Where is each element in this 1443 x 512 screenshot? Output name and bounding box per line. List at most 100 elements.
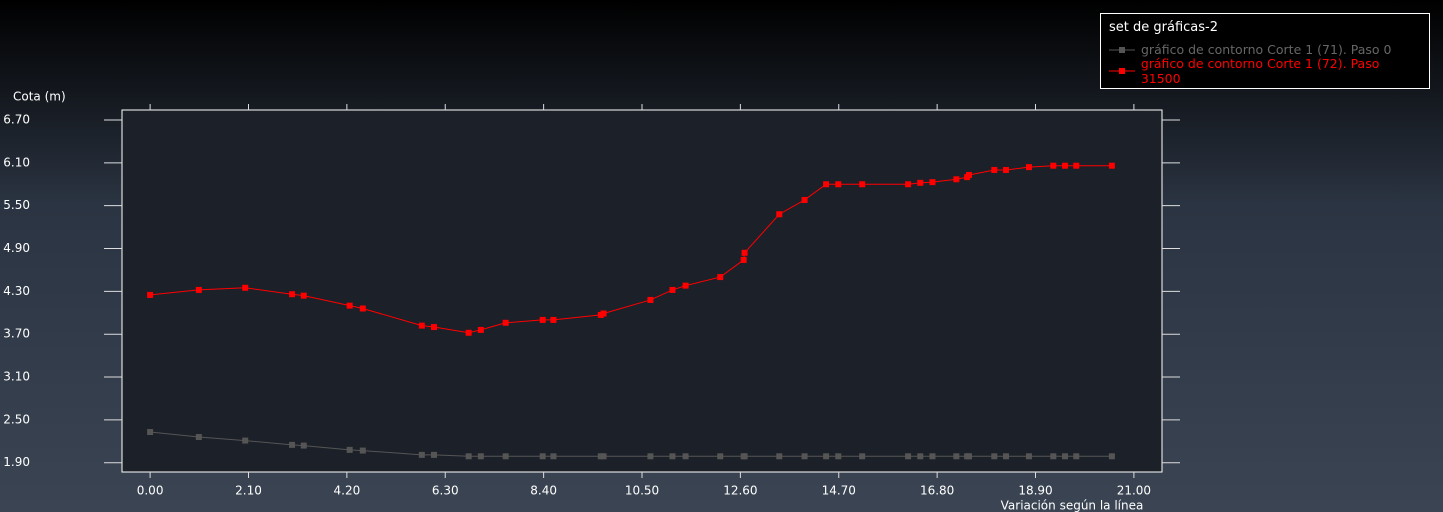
data-point [359,447,366,454]
data-point [1025,164,1032,171]
data-point [539,316,546,323]
data-point [418,451,425,458]
data-point [1073,453,1080,460]
data-point [801,453,808,460]
data-point [801,196,808,203]
data-point [550,453,557,460]
y-tick-label: 6.70 [3,112,30,126]
y-tick-label: 1.90 [3,455,30,469]
data-point [147,291,154,298]
x-tick-label: 6.30 [432,484,459,498]
data-point [1003,453,1009,460]
series-line [150,431,1112,457]
data-point [431,324,437,331]
data-point [776,211,783,218]
data-point [717,274,724,281]
data-point [1050,162,1057,169]
y-tick-label: 6.10 [3,155,30,169]
legend-swatch [1109,67,1135,74]
data-point [195,286,202,293]
data-point [289,441,296,448]
x-axis-label: Variación según la línea [1001,499,1144,512]
x-tick-label: 0.00 [137,484,164,498]
data-point [859,181,866,188]
data-point [550,316,557,323]
data-point [741,249,748,256]
legend-label: gráfico de contorno Corte 1 (72). Paso 3… [1140,55,1380,86]
legend: set de gráficas-2 gráfico de contorno Co… [1100,13,1430,89]
data-point [669,286,676,293]
data-point [647,453,654,460]
data-point [669,453,676,460]
data-point [991,166,998,173]
data-point [741,453,748,460]
y-tick-label: 2.50 [3,412,30,426]
data-point [717,453,724,460]
data-point [905,181,912,188]
y-tick-label: 5.50 [3,198,30,212]
data-point [776,453,783,460]
data-point [242,437,249,444]
data-point [905,453,912,460]
data-point [953,453,960,460]
data-point [600,453,607,460]
data-point [502,453,509,460]
data-point [431,451,437,458]
data-point [465,329,472,336]
data-point [740,256,747,263]
data-point [1025,453,1032,460]
data-point [1062,453,1069,460]
data-point [418,322,425,329]
plot-area [121,109,1163,473]
data-point [647,296,654,303]
data-point [242,284,249,291]
data-point [289,291,296,298]
x-tick-label: 10.50 [625,484,659,498]
data-point [502,319,509,326]
data-point [359,305,366,312]
data-point [1108,162,1115,169]
data-point [346,302,353,309]
data-point [300,442,307,449]
data-point [823,181,830,188]
data-point [991,453,998,460]
y-axis-label: Cota (m) [13,90,66,104]
x-tick-label: 18.90 [1018,484,1052,498]
y-tick-label: 3.70 [3,327,30,341]
data-point [859,453,866,460]
legend-title: set de gráficas-2 [1109,20,1218,35]
x-tick-label: 14.70 [822,484,856,498]
x-tick-label: 4.20 [334,484,361,498]
series-line [150,165,1112,334]
data-point [477,326,484,333]
data-point [477,453,484,460]
legend-entry: gráfico de contorno Corte 1 (71). Paso 0 [1109,39,1421,60]
y-tick-label: 4.30 [3,284,30,298]
data-point [195,434,202,441]
legend-entry: gráfico de contorno Corte 1 (72). Paso 3… [1109,56,1421,86]
data-point [965,453,972,460]
x-tick-label: 8.40 [530,484,557,498]
data-point [539,453,546,460]
y-tick-label: 4.90 [3,241,30,255]
data-point [823,453,830,460]
data-point [600,310,607,317]
x-tick-label: 21.00 [1117,484,1151,498]
data-point [1108,453,1115,460]
data-point [300,292,307,299]
data-point [346,446,353,453]
data-point [1073,162,1080,169]
x-tick-label: 2.10 [235,484,262,498]
data-point [929,179,936,186]
y-tick-label: 3.10 [3,370,30,384]
legend-label: gráfico de contorno Corte 1 (71). Paso 0 [1141,42,1392,57]
data-point [929,453,936,460]
x-tick-label: 12.60 [723,484,757,498]
data-point [917,453,924,460]
data-point [917,179,924,186]
data-point [465,453,472,460]
data-point [1050,453,1057,460]
data-point [835,181,842,188]
